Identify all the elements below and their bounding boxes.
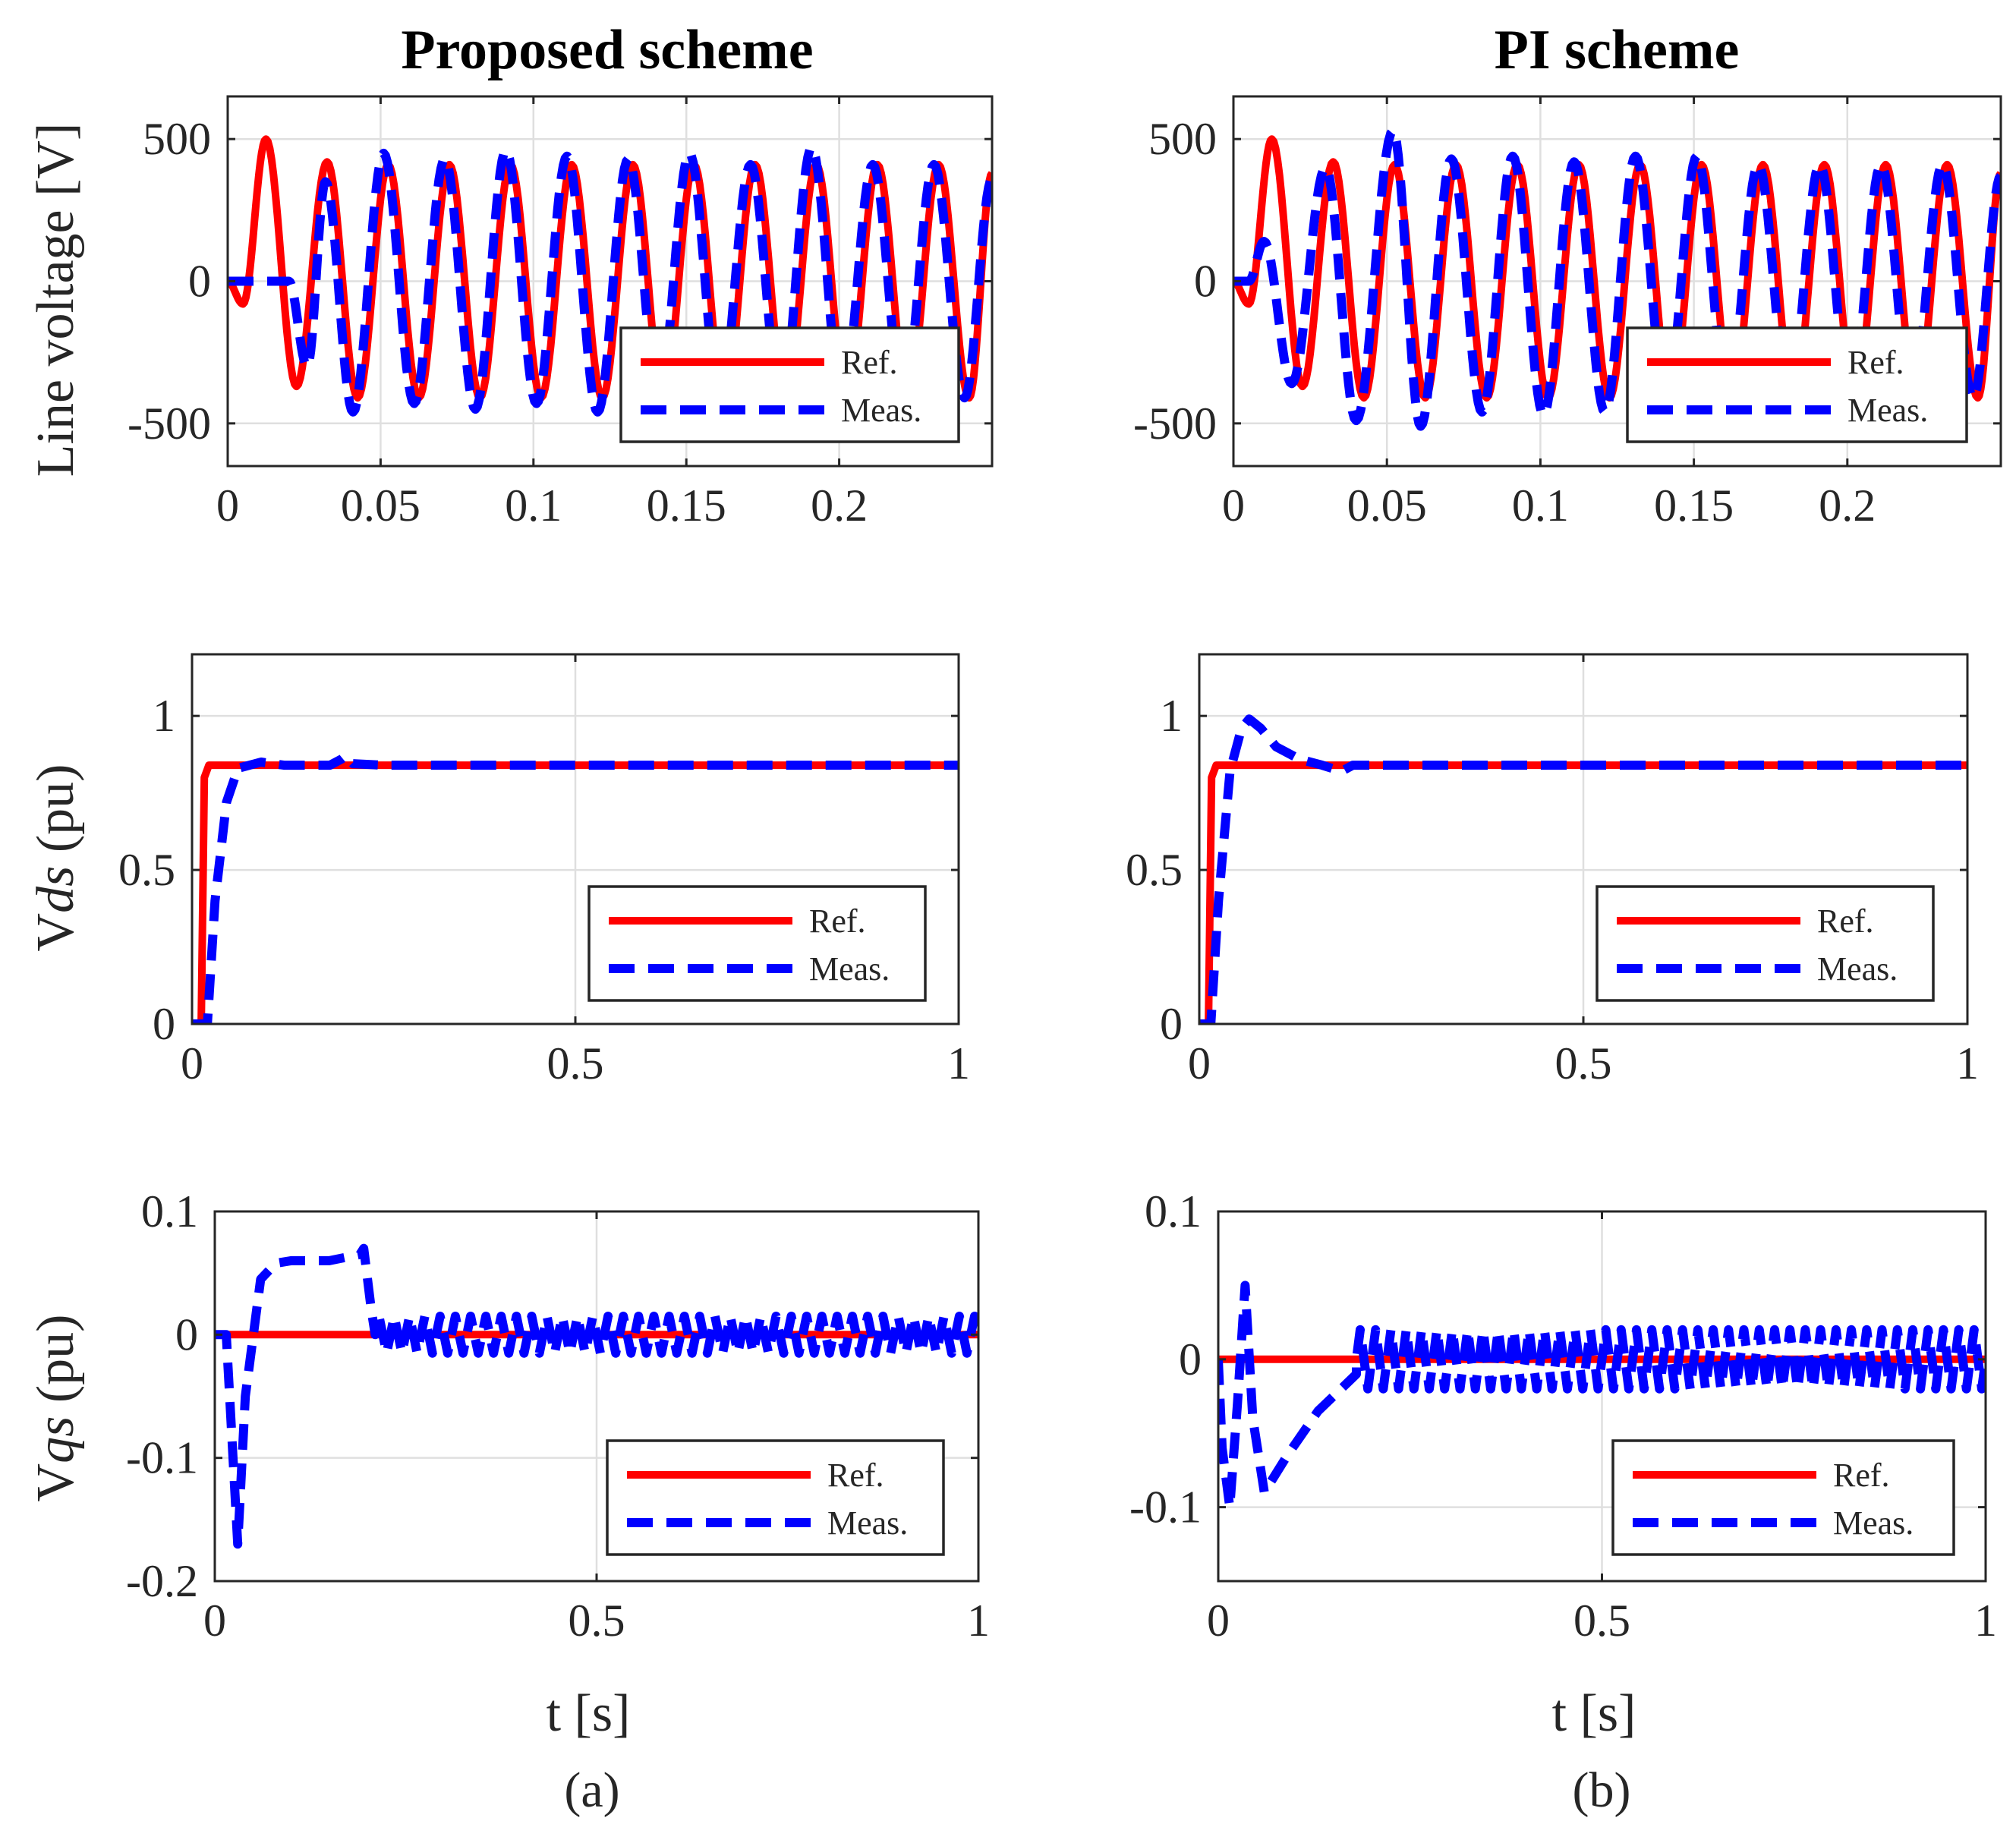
series-group <box>192 751 959 1024</box>
x-tick-label: 1 <box>967 1596 990 1646</box>
x-tick-label: 0.2 <box>811 480 868 531</box>
y-tick-label: -0.1 <box>1129 1482 1202 1533</box>
legend-ref-label: Ref. <box>1817 903 1874 940</box>
legend-box <box>1626 326 1968 443</box>
legend: Ref. Meas. <box>587 885 927 1002</box>
x-tick-label: 0 <box>203 1596 226 1646</box>
x-tick-label: 0.5 <box>1555 1038 1612 1088</box>
y-tick-label: 1 <box>153 691 175 741</box>
x-tick-label: 0.1 <box>1512 480 1569 531</box>
y-tick-label: 0.1 <box>141 1186 198 1236</box>
legend-meas-label: Meas. <box>1847 392 1928 429</box>
legend-box <box>619 326 960 443</box>
legend-ref-label: Ref. <box>841 344 898 381</box>
title-pi-scheme: PI scheme <box>1495 19 1740 81</box>
series-group <box>1199 714 1967 1024</box>
caption-b: (b) <box>1573 1763 1631 1818</box>
series-group <box>1233 126 2001 431</box>
legend-meas-label: Meas. <box>809 950 890 988</box>
y-tick-label: -0.1 <box>126 1433 198 1483</box>
caption-a: (a) <box>564 1763 619 1818</box>
series-meas-line <box>1218 1281 1986 1512</box>
y-tick-label: 0 <box>1179 1334 1202 1385</box>
legend-ref-label: Ref. <box>827 1457 884 1494</box>
series-group <box>1218 1281 1986 1512</box>
series-meas-line <box>228 143 992 417</box>
x-tick-label: 0.05 <box>341 480 421 531</box>
y-tick-label: 0 <box>153 999 175 1049</box>
series-ref-line <box>192 761 959 1024</box>
series-meas-line <box>1199 714 1967 1024</box>
chart-b_vqs: 0 0.5 1 -0.1 0 0.1 Ref. Meas. <box>1129 1186 1997 1646</box>
legend-meas-label: Meas. <box>841 392 921 429</box>
legend: Ref. Meas. <box>1626 326 1968 443</box>
y-tick-label: 500 <box>143 114 211 164</box>
series-group <box>228 135 992 417</box>
legend-box <box>1595 885 1935 1002</box>
series-meas-line <box>192 751 959 1024</box>
x-tick-label: 0.2 <box>1819 480 1876 531</box>
y-tick-label: 0.1 <box>1145 1186 1202 1236</box>
legend-ref-label: Ref. <box>1833 1457 1890 1494</box>
legend-box <box>606 1439 945 1556</box>
y-tick-label: 0 <box>1160 999 1183 1049</box>
x-tick-label: 0.5 <box>1573 1596 1630 1646</box>
x-tick-label: 0.5 <box>569 1596 625 1646</box>
x-tick-label: 0 <box>181 1038 203 1088</box>
x-tick-label: 0.15 <box>1654 480 1734 531</box>
x-tick-label: 0 <box>1222 480 1245 531</box>
legend-box <box>587 885 927 1002</box>
x-tick-label: 0.1 <box>505 480 562 531</box>
x-tick-label: 1 <box>1974 1596 1997 1646</box>
x-tick-label: 0 <box>1188 1038 1211 1088</box>
series-group <box>215 1243 978 1549</box>
xlabel-b: t [s] <box>1552 1684 1636 1743</box>
x-tick-label: 0.15 <box>647 480 726 531</box>
y-tick-label: 0 <box>1194 257 1217 307</box>
ylabel-vqs: Vqs (pu) <box>27 1315 85 1502</box>
y-tick-label: 500 <box>1148 114 1217 164</box>
chart-a_vds: 0 0.5 1 0 0.5 1 Ref. Meas. <box>118 653 970 1088</box>
legend-meas-label: Meas. <box>827 1504 908 1542</box>
x-tick-label: 1 <box>947 1038 970 1088</box>
xlabel-a: t [s] <box>547 1684 631 1743</box>
y-tick-label: 0 <box>175 1309 198 1359</box>
legend: Ref. Meas. <box>1611 1439 1955 1556</box>
ylabel-vds: Vds (pu) <box>27 764 85 952</box>
x-tick-label: 0.5 <box>547 1038 604 1088</box>
y-tick-label: 0.5 <box>1126 845 1183 895</box>
legend-box <box>1611 1439 1955 1556</box>
x-tick-label: 0.05 <box>1347 480 1427 531</box>
series-meas-line <box>215 1243 978 1549</box>
y-tick-label: -0.2 <box>126 1556 198 1606</box>
y-tick-label: 1 <box>1160 691 1183 741</box>
y-tick-label: -500 <box>128 399 211 449</box>
x-tick-label: 0 <box>1207 1596 1230 1646</box>
legend: Ref. Meas. <box>1595 885 1935 1002</box>
title-proposed-scheme: Proposed scheme <box>401 19 813 81</box>
chart-a_vqs: 0 0.5 1 -0.2 -0.1 0 0.1 Ref. Meas. <box>126 1186 990 1646</box>
legend-ref-label: Ref. <box>1847 344 1904 381</box>
y-tick-label: 0.5 <box>118 845 175 895</box>
x-tick-label: 0 <box>216 480 239 531</box>
x-tick-label: 1 <box>1956 1038 1979 1088</box>
legend-meas-label: Meas. <box>1833 1504 1914 1542</box>
legend-ref-label: Ref. <box>809 903 866 940</box>
ylabel-line-voltage: Line voltage [V] <box>27 123 85 477</box>
chart-b_vds: 0 0.5 1 0 0.5 1 Ref. Meas. <box>1126 653 1979 1088</box>
legend: Ref. Meas. <box>606 1439 945 1556</box>
y-tick-label: 0 <box>188 257 211 307</box>
y-tick-label: -500 <box>1133 399 1217 449</box>
legend-meas-label: Meas. <box>1817 950 1898 988</box>
series-meas-line <box>1233 126 2001 431</box>
legend: Ref. Meas. <box>619 326 960 443</box>
